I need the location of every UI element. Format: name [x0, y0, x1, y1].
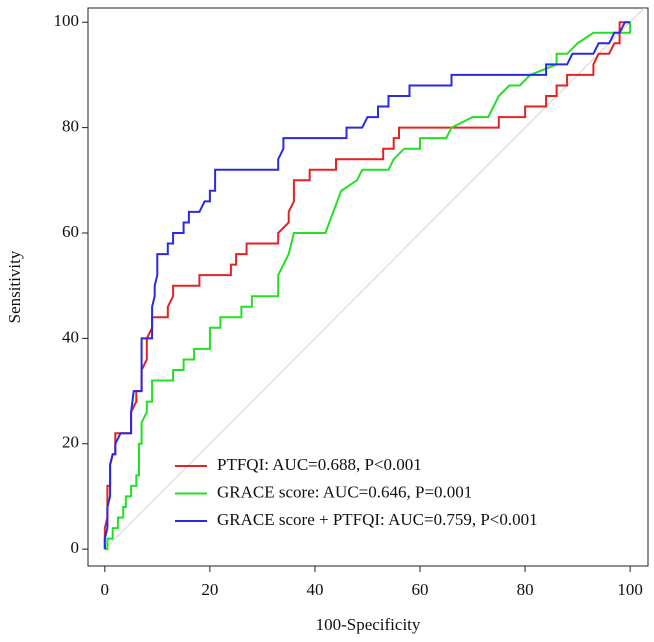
roc-curve [103, 21, 631, 550]
x-axis-title: 100-Specificity [316, 615, 421, 634]
reference-line [104, 7, 645, 550]
x-tick-label: 20 [201, 580, 218, 599]
x-tick-label: 0 [101, 580, 110, 599]
legend-label: GRACE score: AUC=0.646, P=0.001 [217, 482, 472, 501]
roc-curve [103, 21, 631, 550]
y-tick-label: 20 [62, 433, 79, 452]
x-tick-label: 40 [306, 580, 323, 599]
plot-frame [87, 7, 649, 567]
x-tick-label: 60 [412, 580, 429, 599]
legend-label: PTFQI: AUC=0.688, P<0.001 [217, 455, 422, 474]
roc-curve [104, 22, 632, 551]
y-tick-label: 60 [62, 222, 79, 241]
y-axis-title: Sensitivity [5, 250, 24, 323]
y-tick-label: 0 [71, 538, 80, 557]
x-tick-label: 100 [617, 580, 643, 599]
y-tick-label: 80 [62, 117, 79, 136]
y-tick-label: 100 [54, 11, 80, 30]
x-tick-label: 80 [517, 580, 534, 599]
legend-label: GRACE score + PTFQI: AUC=0.759, P<0.001 [217, 510, 538, 529]
y-tick-label: 40 [62, 327, 79, 346]
